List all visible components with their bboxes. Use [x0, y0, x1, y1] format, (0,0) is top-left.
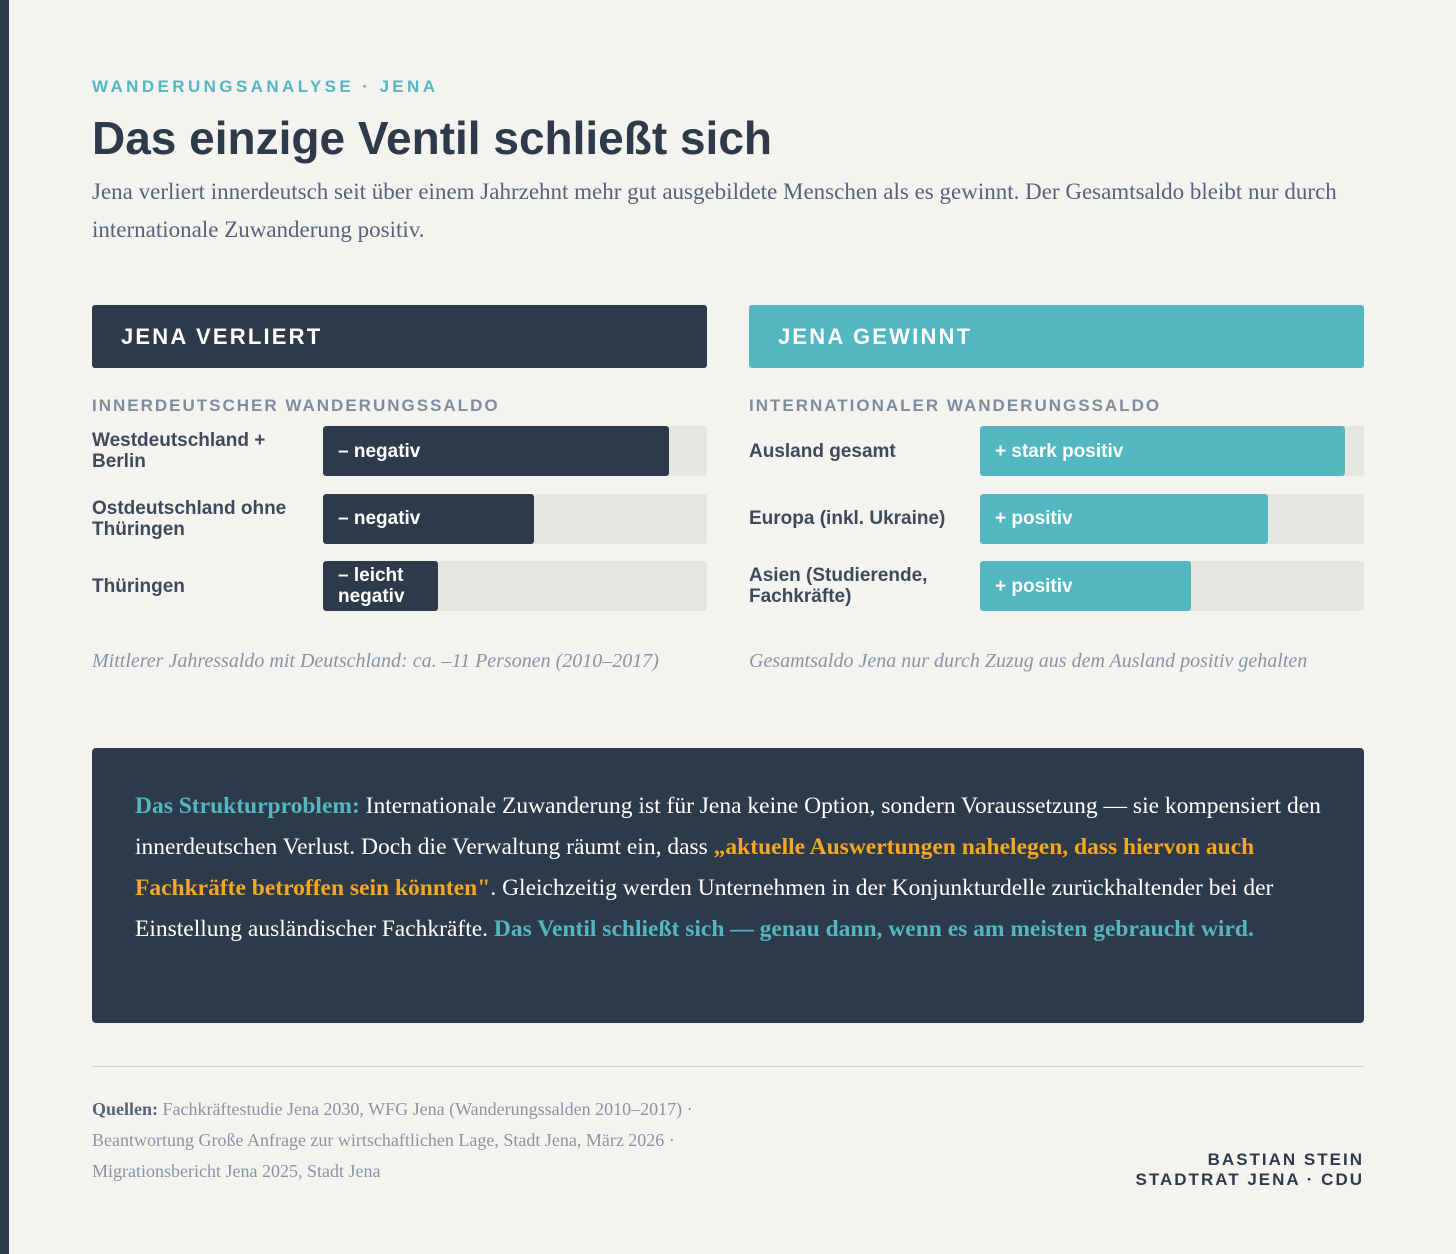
panel-note-international: Gesamtsaldo Jena nur durch Zuzug aus dem…: [749, 650, 1308, 672]
bar-label: Thüringen: [92, 575, 185, 597]
bar-track: – leicht negativ: [323, 561, 707, 611]
structural-problem-callout: Das Strukturproblem: Internationale Zuwa…: [92, 748, 1364, 1023]
panel-header-verliert: JENA VERLIERT: [92, 305, 707, 368]
bar-label: Westdeutschland + Berlin: [92, 430, 266, 472]
bar-fill: + positiv: [980, 561, 1192, 611]
panel-note-innerdeutsch: Mittlerer Jahressaldo mit Deutschland: c…: [92, 650, 659, 672]
source-item: Beantwortung Große Anfrage zur wirtschaf…: [92, 1130, 675, 1150]
callout-lead: Das Strukturproblem:: [135, 793, 360, 819]
bar-row: Europa (inkl. Ukraine) + positiv: [749, 493, 1364, 544]
bar-track: – negativ: [323, 493, 707, 544]
source-item: Fachkräftestudie Jena 2030, WFG Jena (Wa…: [158, 1099, 693, 1119]
kicker: WANDERUNGSANALYSE · JENA: [92, 77, 439, 96]
callout-text: . Gleichzeitig werden Unternehmen in der…: [135, 875, 1274, 942]
sources-label: Quellen:: [92, 1099, 158, 1119]
bar-row: Ausland gesamt + stark positiv: [749, 426, 1364, 476]
panel-subtitle-international: INTERNATIONALER WANDERUNGSSALDO: [749, 396, 1162, 415]
source-line: Quellen: Fachkräftestudie Jena 2030, WFG…: [92, 1094, 792, 1125]
panel-jena-gewinnt: JENA GEWINNT INTERNATIONALER WANDERUNGSS…: [749, 305, 1364, 673]
bar-row: Thüringen – leicht negativ: [92, 561, 707, 611]
bar-row: Ostdeutschland ohne Thüringen – negativ: [92, 493, 707, 544]
bar-label: Ausland gesamt: [749, 440, 896, 462]
panel-subtitle-innerdeutsch: INNERDEUTSCHER WANDERUNGSSALDO: [92, 396, 500, 415]
bar-label: Ostdeutschland ohne Thüringen: [92, 497, 287, 540]
bar-list-innerdeutsch: Westdeutschland + Berlin – negativ Ostde…: [92, 426, 707, 611]
panel-header-gewinnt: JENA GEWINNT: [749, 305, 1364, 368]
bar-fill: – negativ: [323, 426, 669, 476]
footer-divider: [92, 1066, 1364, 1067]
bar-track: – negativ: [323, 426, 707, 476]
bar-track: + positiv: [980, 561, 1364, 611]
author-role: STADTRAT JENA · CDU: [1135, 1170, 1364, 1189]
lead-text: Jena verliert innerdeutsch seit über ein…: [92, 179, 1337, 242]
bar-fill: + positiv: [980, 493, 1268, 544]
bar-row: Westdeutschland + Berlin – negativ: [92, 426, 707, 476]
page-title: Das einzige Ventil schließt sich: [92, 112, 773, 164]
bar-row: Asien (Studierende, Fachkräfte) + positi…: [749, 561, 1364, 611]
bar-fill: – leicht negativ: [323, 561, 439, 611]
panel-jena-verliert: JENA VERLIERT INNERDEUTSCHER WANDERUNGSS…: [92, 305, 707, 673]
callout-quote: „aktuelle Auswertungen nahelegen, dass h…: [135, 834, 1255, 901]
bar-fill: + stark positiv: [980, 426, 1345, 476]
bar-label: Europa (inkl. Ukraine): [749, 508, 946, 529]
sources: Quellen: Fachkräftestudie Jena 2030, WFG…: [92, 1094, 792, 1187]
bar-track: + stark positiv: [980, 426, 1364, 476]
author-name: BASTIAN STEIN: [1207, 1150, 1364, 1169]
bar-list-international: Ausland gesamt + stark positiv Europa (i…: [749, 426, 1364, 611]
bar-track: + positiv: [980, 493, 1364, 544]
callout-text: Internationale Zuwanderung ist für Jena …: [135, 793, 1321, 860]
callout-conclusion: Das Ventil schließt sich — genau dann, w…: [493, 916, 1254, 942]
bar-fill: – negativ: [323, 493, 535, 544]
bar-label: Asien (Studierende, Fachkräfte): [749, 565, 928, 607]
source-item: Migrationsbericht Jena 2025, Stadt Jena: [92, 1161, 381, 1181]
author-block: BASTIAN STEIN STADTRAT JENA · CDU: [1136, 1150, 1364, 1190]
left-accent-rule: [0, 0, 9, 1254]
